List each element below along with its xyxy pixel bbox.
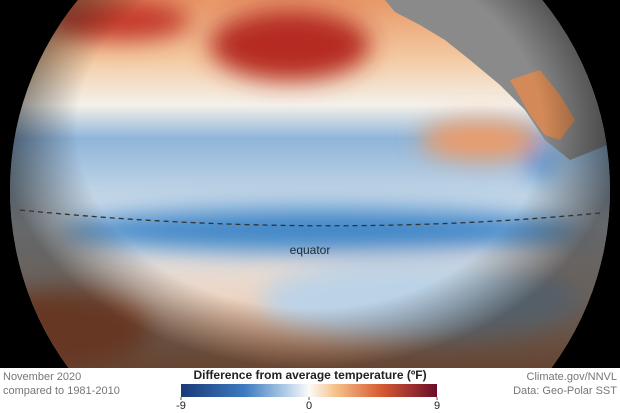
globe: [10, 0, 610, 370]
equator-label: equator: [290, 243, 331, 257]
equator-line: [19, 209, 601, 227]
colorbar-tick-label: 0: [306, 400, 312, 412]
date: November 2020: [3, 371, 81, 383]
colorbar-tick-label: -9: [176, 400, 186, 412]
colorbar: [181, 384, 437, 397]
credit: Climate.gov/NNVL: [527, 371, 617, 383]
globe-shading: [10, 0, 610, 368]
legend-title: Difference from average temperature (ºF): [193, 368, 426, 382]
colorbar-tick-label: 9: [434, 400, 440, 412]
source: Data: Geo-Polar SST: [513, 385, 617, 397]
baseline: compared to 1981-2010: [3, 385, 120, 397]
